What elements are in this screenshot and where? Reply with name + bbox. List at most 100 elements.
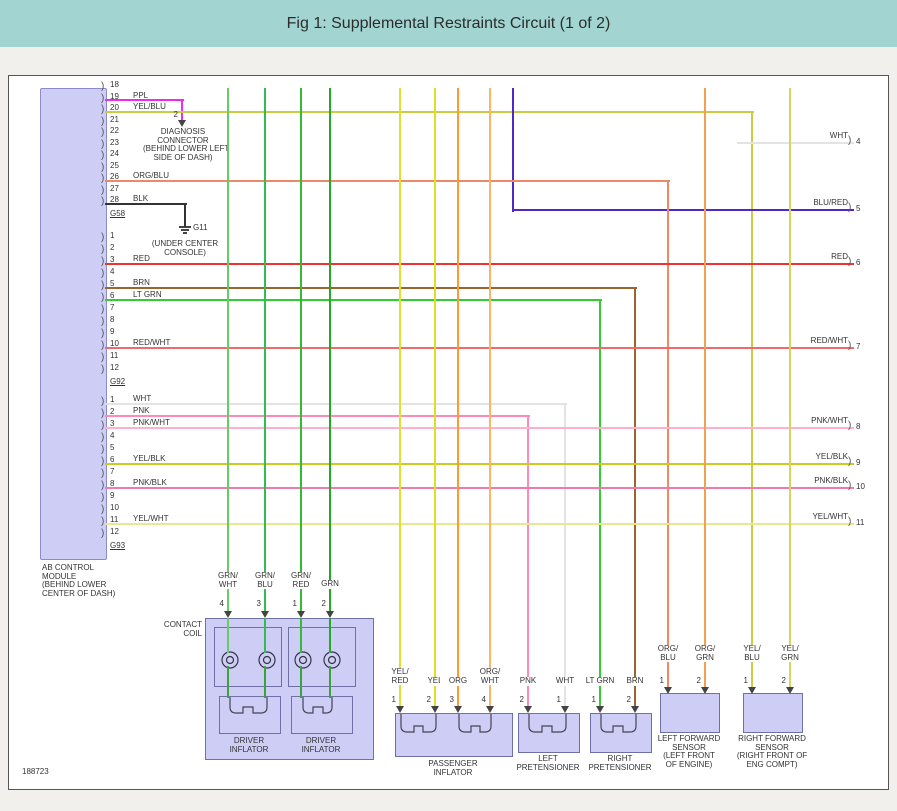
edge-connector-number: 11 <box>856 518 865 527</box>
right-pretensioner-label: RIGHT PRETENSIONER <box>580 754 660 772</box>
label-line: ORG/ <box>479 667 501 676</box>
component-pin-number: 2 <box>519 695 524 704</box>
component-wire-label: YEL/BLU <box>734 644 770 662</box>
pin-number: 9 <box>110 327 115 336</box>
label-line: DRIVER <box>305 736 337 745</box>
edge-connector-icon: ) <box>848 480 852 491</box>
squib-icon <box>600 714 637 733</box>
wire-label: ORG/BLU <box>133 171 170 180</box>
pin-connector-icon: ) <box>101 280 105 291</box>
wire-org-grn <box>704 88 706 689</box>
component-wire-label: YEL/RED <box>382 667 418 685</box>
pin-connector-icon: ) <box>101 150 105 161</box>
pin-number: 8 <box>110 479 115 488</box>
label-line: WHT <box>555 676 575 685</box>
wire-grn-wht <box>227 88 229 613</box>
pin-number: 2 <box>110 243 115 252</box>
left-forward-sensor-label: LEFT FORWARD SENSOR (LEFT FRONT OF ENGIN… <box>649 734 729 769</box>
label-line: PASSENGER <box>428 759 478 768</box>
right-wire-label: PNK/BLK <box>814 476 848 485</box>
pin-number: 7 <box>110 467 115 476</box>
pin-connector-icon: ) <box>101 232 105 243</box>
component-pin-number: 2 <box>696 676 701 685</box>
component-pin-number: 1 <box>391 695 396 704</box>
figure-number: 188723 <box>22 767 49 776</box>
label-line: (UNDER CENTER <box>151 239 219 248</box>
pin-connector-icon: ) <box>101 127 105 138</box>
connector-group-label: G58 <box>110 209 126 218</box>
pin-connector-icon: ) <box>101 104 105 115</box>
pin-number: 11 <box>110 515 119 524</box>
driver-inflator-2-label: DRIVER INFLATOR <box>291 736 351 754</box>
arrow-down-icon <box>664 687 672 694</box>
pin-number: 12 <box>110 527 119 536</box>
label-line: CENTER OF DASH) <box>42 588 116 598</box>
component-wire-label: ORG/WHT <box>472 667 508 685</box>
pin-number: 23 <box>110 137 119 147</box>
label-line: INFLATOR <box>433 767 473 777</box>
wire-label: RED <box>133 254 150 263</box>
label-line: SIDE OF DASH) <box>153 152 213 162</box>
coil-icon <box>221 651 276 669</box>
wire-ppl <box>181 100 183 121</box>
component-pin-number: 3 <box>449 695 454 704</box>
wire-wht-pretensioner <box>105 403 567 405</box>
component-wire-label: ORG <box>440 676 476 686</box>
label-line: SENSOR <box>755 742 789 752</box>
wire-pnk <box>105 415 530 417</box>
wire-coil-lead-1 <box>227 666 229 698</box>
edge-connector-number: 4 <box>856 137 861 146</box>
pin-connector-icon: ) <box>101 420 105 431</box>
pin-number: 20 <box>110 103 119 112</box>
label-line: YEL <box>427 676 443 685</box>
pin-number: 22 <box>110 126 119 135</box>
pin-connector-icon: ) <box>101 468 105 479</box>
edge-connector-icon: ) <box>848 340 852 351</box>
wire-label: RED/WHT <box>133 338 171 347</box>
label-line: CONNECTOR <box>157 135 209 145</box>
label-line: GRN <box>321 579 339 588</box>
wire-grn-red-coil <box>300 618 302 653</box>
label-line: RIGHT <box>607 754 633 763</box>
pin-number: 1 <box>110 395 115 404</box>
right-wire-label: BLU/RED <box>813 198 848 207</box>
pin-number: 12 <box>110 363 119 372</box>
component-wire-label: GRN/RED <box>283 571 319 589</box>
pin-number: 5 <box>110 279 115 288</box>
ground-icon <box>183 232 187 234</box>
wire-label: YEL/BLU <box>133 102 166 111</box>
component-pin-number: 2 <box>321 599 326 608</box>
label-line: BLU <box>257 579 273 589</box>
right-forward-sensor-box <box>743 693 803 733</box>
pin-connector-icon: ) <box>101 528 105 539</box>
label-line: PNK <box>519 676 537 685</box>
label-line: GRN <box>696 652 714 662</box>
component-pin-number: 2 <box>626 695 631 704</box>
pin-connector-icon: ) <box>101 364 105 375</box>
component-pin-number: 1 <box>659 676 664 685</box>
label-line: CONSOLE) <box>164 247 206 257</box>
figure-title-bar: Fig 1: Supplemental Restraints Circuit (… <box>0 0 897 47</box>
wire-org <box>457 88 459 708</box>
contact-coil-assembly: DRIVER INFLATOR DRIVER INFLATOR <box>205 618 374 760</box>
contact-coil-left-box <box>214 627 282 687</box>
pin-number: 9 <box>110 491 115 500</box>
wire-org-wht <box>489 88 491 708</box>
right-wire-label: YEL/WHT <box>812 512 848 521</box>
squib-icon <box>302 697 333 714</box>
arrow-down-icon <box>454 706 462 713</box>
label-line: OF ENGINE) <box>665 759 713 769</box>
label-line: YEL/ <box>743 644 761 653</box>
wire-label: BLK <box>133 194 149 203</box>
edge-connector-number: 7 <box>856 342 861 351</box>
pin-connector-icon: ) <box>101 340 105 351</box>
squib-icon <box>229 697 268 714</box>
component-pin-number: 4 <box>219 599 224 608</box>
edge-connector-number: 10 <box>856 482 865 491</box>
wire-grn-red <box>300 88 302 613</box>
pin-connector-icon: ) <box>101 184 105 196</box>
pin-number: 8 <box>110 315 115 324</box>
component-wire-label: GRN/BLU <box>247 571 283 589</box>
pin-connector-icon: ) <box>101 352 105 363</box>
